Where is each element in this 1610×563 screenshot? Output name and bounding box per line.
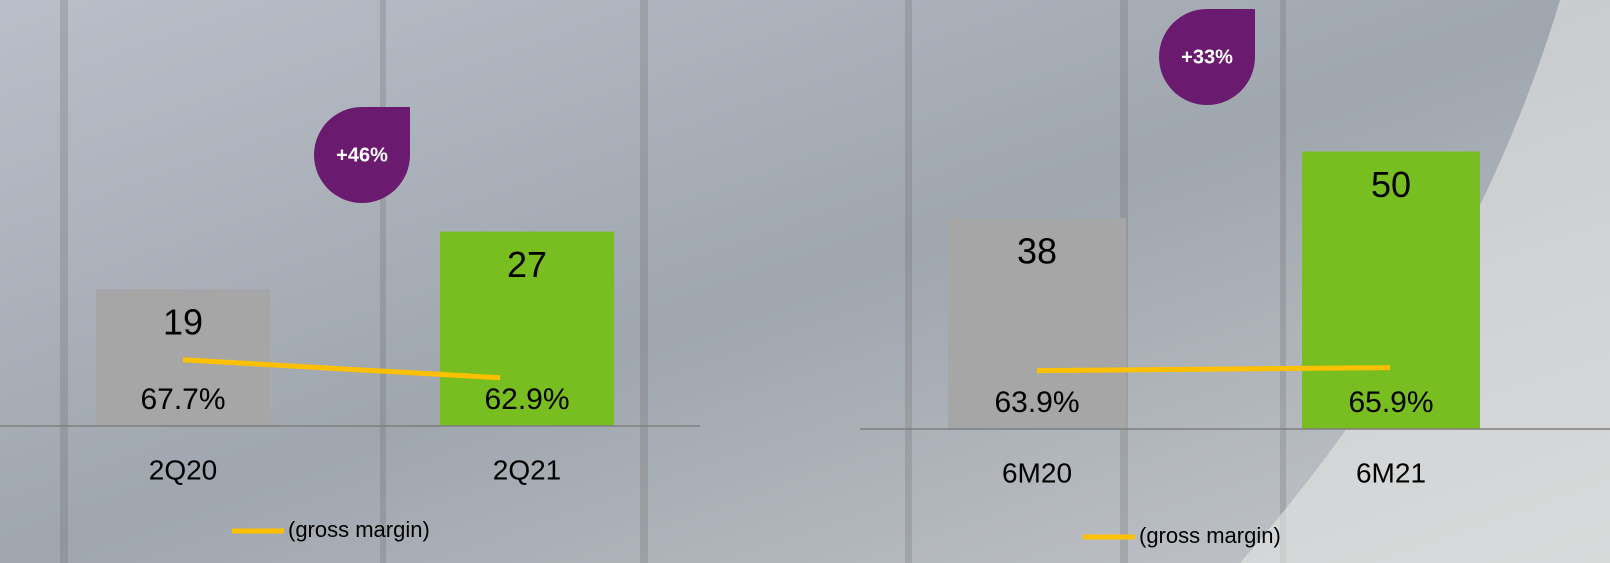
bar-value-label: 27 — [507, 244, 547, 285]
bar — [1302, 151, 1480, 429]
margin-label: 63.9% — [994, 386, 1079, 419]
margin-line — [182, 357, 501, 381]
margin-label: 65.9% — [1348, 386, 1433, 419]
margin-label: 62.9% — [484, 383, 569, 416]
legend-label: (gross margin) — [288, 517, 430, 542]
growth-label: +46% — [336, 144, 388, 166]
margin-line — [1036, 365, 1391, 374]
growth-badge — [1159, 9, 1255, 105]
bar-value-label: 38 — [1017, 231, 1057, 272]
bar — [948, 218, 1126, 429]
bar-value-label: 19 — [163, 302, 203, 343]
x-tick-label: 6M21 — [1356, 457, 1426, 488]
x-tick-label: 6M20 — [1002, 457, 1072, 488]
margin-label: 67.7% — [140, 383, 225, 416]
growth-badge — [314, 107, 410, 203]
bar — [96, 289, 270, 426]
legend-label: (gross margin) — [1139, 523, 1281, 548]
growth-label: +33% — [1181, 46, 1233, 68]
bar — [440, 231, 614, 426]
bar-value-label: 50 — [1371, 164, 1411, 205]
x-tick-label: 2Q21 — [493, 454, 562, 485]
decor-curve — [1240, 0, 1610, 563]
x-tick-label: 2Q20 — [149, 454, 218, 485]
